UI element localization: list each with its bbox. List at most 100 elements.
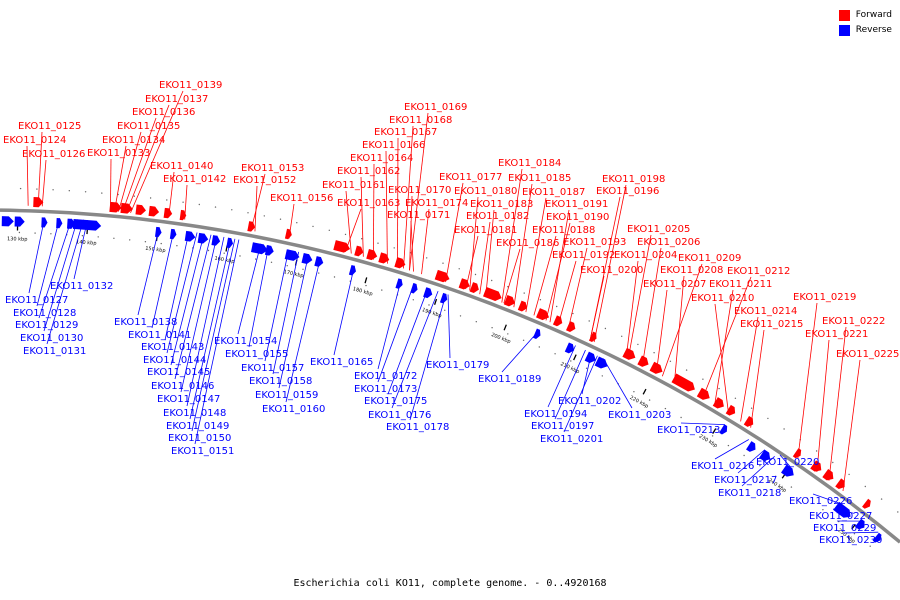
gene-label: EKO11_0176 [368,410,431,421]
forward-gene [835,478,845,490]
guide-dot [333,276,336,278]
reverse-gene [184,230,196,242]
leader-line [557,260,577,326]
leader-line [547,345,576,408]
gene-label: EKO11_0188 [532,225,595,236]
gene-label: EKO11_0216 [691,461,754,472]
gene-label: EKO11_0136 [132,107,195,118]
leader-line [625,260,639,358]
guide-dot [426,257,428,259]
gene-label: EKO11_0203 [608,410,671,421]
guide-dot [270,261,273,263]
leader-line [563,355,598,433]
forward-gene [649,361,663,374]
leader-line [122,117,157,213]
leader-line [641,247,662,366]
gene-label: EKO11_0171 [387,210,450,221]
gene-label: EKO11_0153 [241,163,304,174]
guide-dot [19,187,22,190]
gene-label: EKO11_0230 [819,535,882,546]
reverse-gene [532,328,541,340]
gene-label: EKO11_0179 [426,360,489,371]
gene-label: EKO11_0215 [740,319,803,330]
tick-mark [503,324,507,331]
gene-label: EKO11_0206 [637,237,700,248]
reverse-swatch [838,25,850,36]
forward-gene [792,448,802,459]
leader-line [191,238,236,432]
leader-line [278,254,310,389]
reverse-gene [264,244,274,256]
leader-line [285,256,321,403]
guide-dot [685,369,688,371]
leader-line [333,265,355,356]
leader-line [445,182,464,283]
leader-line [264,249,290,362]
gene-label: EKO11_0145 [147,367,210,378]
leader-line [714,289,734,406]
forward-gene [378,252,390,264]
leader-line [545,222,571,321]
leader-line [740,316,759,422]
guide-dot [734,397,737,399]
forward-gene [247,221,256,232]
leader-line [272,251,300,375]
leader-line [170,233,205,366]
leader-line [513,183,533,308]
forward-gene [148,205,160,217]
leader-line [503,248,521,304]
guide-dot [247,212,249,214]
guide-dot [113,237,115,239]
guide-dot [702,378,704,380]
leader-line [174,234,212,380]
gene-label: EKO11_0181 [454,225,517,236]
guide-dot [653,352,655,354]
gene-label: EKO11_0127 [5,295,68,306]
guide-dot [84,191,87,193]
gene-label: EKO11_0184 [498,158,561,169]
gene-label: EKO11_0144 [143,355,206,366]
gene-label: EKO11_0201 [540,434,603,445]
reverse-gene [72,218,102,231]
reverse-gene [211,235,221,246]
guide-dot [101,192,103,194]
reverse-gene [872,532,882,543]
reverse-gene [781,464,794,477]
guide-dot [572,312,574,315]
gene-label: EKO11_0159 [255,390,318,401]
leader-line [501,329,540,373]
guide-dot [848,473,850,476]
leader-line [130,90,184,214]
gene-label: EKO11_0149 [166,421,229,432]
gene-label: EKO11_0156 [270,193,333,204]
guide-dot [97,236,99,238]
leader-line [589,196,621,341]
guide-dot [231,209,233,211]
gene-label: EKO11_0131 [23,346,86,357]
leader-line [387,287,429,395]
guide-dot [554,353,556,355]
genome-backbone [0,208,900,544]
reverse-gene [439,292,448,304]
guide-dot [523,292,525,294]
legend: Forward Reverse [838,8,892,38]
gene-label: EKO11_0139 [159,80,222,91]
leader-line [465,235,479,290]
guide-dot [18,231,21,234]
leader-line [38,218,72,319]
guide-dot [34,232,36,234]
leader-line [344,208,362,253]
leader-line [410,220,414,272]
guide-dot [696,425,698,428]
label-leaders [26,90,879,534]
guide-dot [815,450,818,452]
gene-label: EKO11_0124 [3,135,66,146]
forward-gene [458,278,470,290]
guide-dot [806,497,808,499]
guide-dot [68,190,71,192]
gene-label: EKO11_0154 [214,336,277,347]
guide-dot [328,229,330,231]
guide-dot [869,545,871,547]
guide-dot [727,444,730,447]
forward-gene [810,460,822,472]
